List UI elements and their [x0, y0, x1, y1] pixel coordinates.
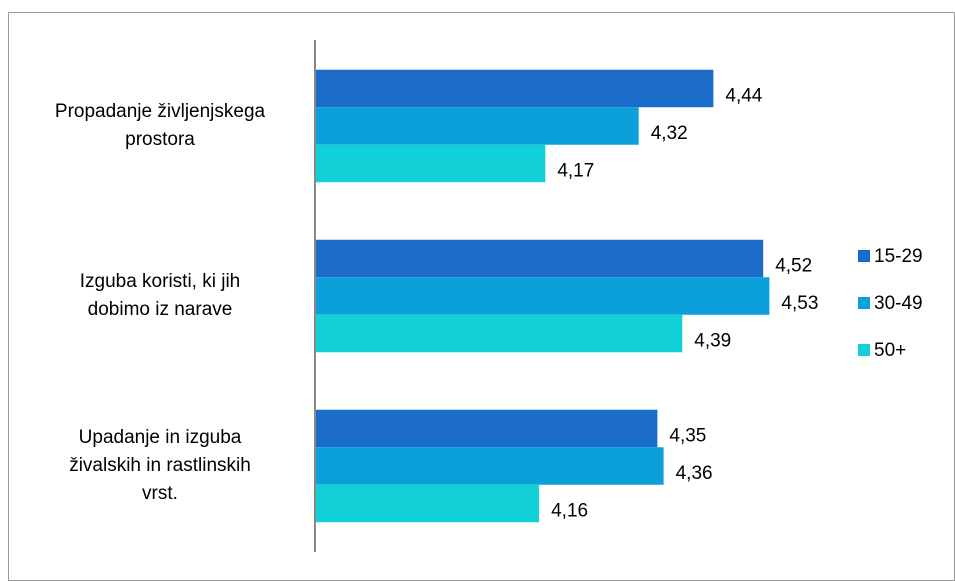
bar — [315, 314, 683, 353]
legend-label: 30-49 — [874, 293, 923, 314]
value-label: 4,35 — [669, 426, 706, 447]
category-label: vrst. — [142, 483, 178, 504]
value-label: 4,52 — [775, 256, 812, 277]
value-label: 4,53 — [781, 293, 818, 314]
bar — [315, 484, 540, 523]
bar — [315, 239, 764, 278]
category-label: Propadanje življenjskega — [55, 101, 266, 122]
category-label: prostora — [125, 129, 195, 150]
value-label: 4,44 — [725, 86, 762, 107]
value-label: 4,36 — [676, 463, 713, 484]
value-label: 4,32 — [651, 123, 688, 144]
value-label: 4,16 — [551, 501, 588, 522]
legend-label: 15-29 — [874, 246, 923, 267]
value-label: 4,17 — [557, 161, 594, 182]
bar — [315, 277, 770, 315]
legend-swatch — [858, 297, 870, 309]
category-label: živalskih in rastlinskih — [69, 455, 251, 476]
legend-swatch — [858, 250, 870, 262]
legend-swatch — [858, 344, 870, 356]
category-label: Upadanje in izguba — [79, 427, 242, 448]
bar — [315, 107, 639, 145]
category-label: Izguba koristi, ki jih — [80, 271, 241, 292]
category-label: dobimo iz narave — [88, 299, 233, 320]
legend-label: 50+ — [874, 340, 906, 361]
bar — [315, 409, 658, 448]
bar — [315, 447, 664, 485]
bar — [315, 144, 546, 183]
bar — [315, 69, 714, 108]
value-label: 4,39 — [694, 331, 731, 352]
